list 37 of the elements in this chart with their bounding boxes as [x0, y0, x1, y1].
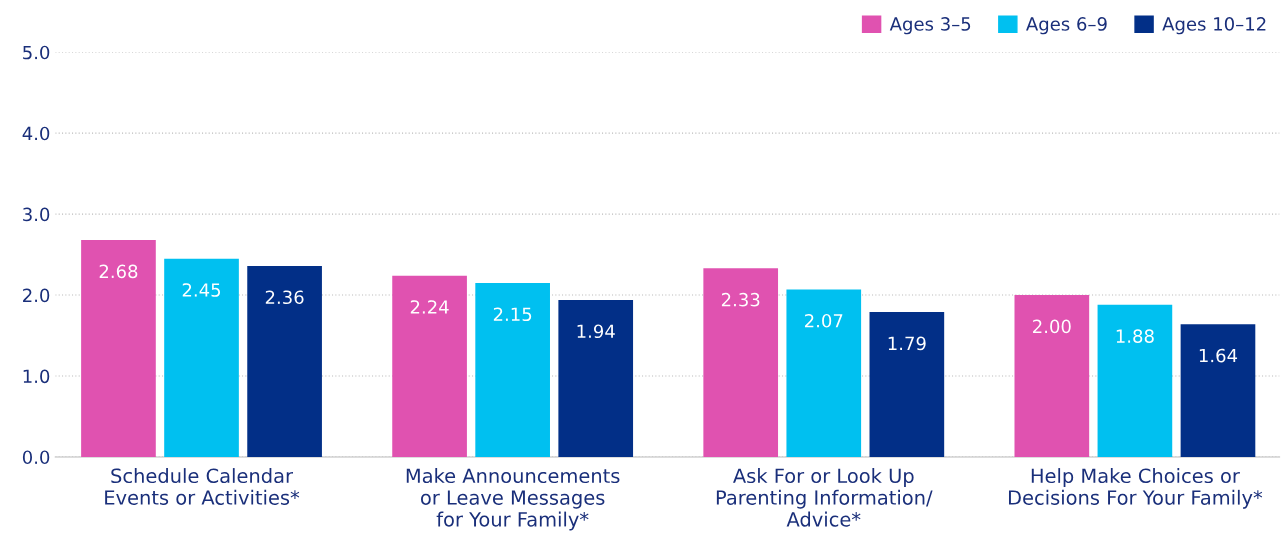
legend-label: Ages 6–9 [1026, 17, 1107, 35]
x-tick-label: Make Announcements or Leave Messages for Your Family* [406, 468, 620, 531]
bar [1097, 304, 1173, 457]
data-label: 2.15 [493, 307, 532, 322]
data-label: 2.24 [410, 300, 449, 314]
x-tick-label: Help Make Choices or Decisions For Your Family* [1008, 468, 1263, 509]
bar [1014, 295, 1090, 457]
bar [703, 268, 779, 457]
bar [786, 289, 862, 457]
x-tick-label: Ask For or Look Up Parenting Information/ Advice* [716, 468, 933, 527]
bar [1180, 324, 1256, 457]
legend-label: Ages 10–12 [1162, 17, 1266, 35]
data-label: 2.68 [99, 264, 138, 279]
y-tick-label: 2.0 [23, 288, 50, 303]
y-tick-label: 5.0 [23, 45, 50, 60]
y-tick-label: 4.0 [22, 126, 50, 141]
bar [164, 258, 239, 457]
data-label: 1.79 [888, 336, 926, 351]
x-tick-label: Schedule Calendar Events or Activities* [105, 468, 300, 505]
bar [869, 312, 945, 457]
data-label: 1.64 [1199, 348, 1238, 363]
data-label: 1.94 [577, 324, 615, 339]
bar [81, 240, 156, 457]
data-label: 2.36 [265, 290, 304, 305]
legend-label: Ages 3–5 [889, 17, 971, 35]
data-label: 2.33 [721, 292, 760, 307]
y-tick-label: 1.0 [23, 369, 50, 384]
data-label: 2.07 [805, 313, 843, 328]
bar [247, 265, 322, 457]
bar [558, 299, 634, 457]
bar [475, 282, 550, 457]
y-tick-label: 3.0 [23, 207, 50, 222]
bar [392, 275, 467, 457]
data-label: 1.88 [1116, 329, 1154, 343]
data-label: 2.00 [1033, 319, 1071, 334]
y-tick-label: 0.0 [22, 450, 50, 465]
data-label: 2.45 [182, 283, 221, 297]
